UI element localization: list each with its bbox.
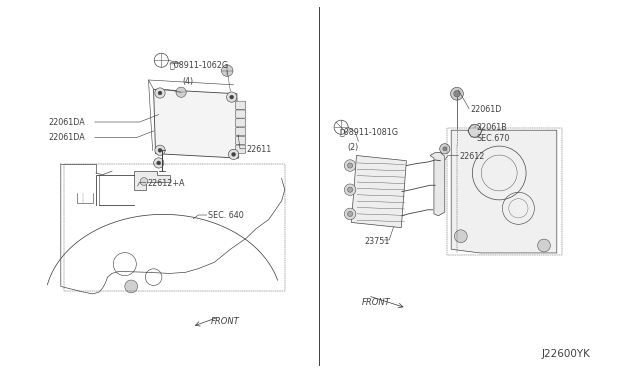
Ellipse shape [454,90,460,97]
Text: FRONT: FRONT [362,298,390,307]
Ellipse shape [454,230,467,243]
Text: 23751: 23751 [365,237,390,246]
FancyBboxPatch shape [236,110,246,118]
Text: 22061DA: 22061DA [48,118,84,126]
Ellipse shape [440,144,450,154]
Ellipse shape [538,239,550,252]
Ellipse shape [443,147,447,151]
Ellipse shape [344,184,356,195]
Ellipse shape [176,87,186,97]
FancyBboxPatch shape [236,136,246,144]
Text: SEC.670: SEC.670 [477,134,510,143]
Ellipse shape [348,211,353,217]
Text: SEC. 640: SEC. 640 [208,211,244,220]
Polygon shape [134,171,170,190]
Ellipse shape [157,161,161,165]
Text: 22612: 22612 [460,152,485,161]
Ellipse shape [227,92,237,102]
FancyBboxPatch shape [236,128,246,136]
Ellipse shape [451,87,463,100]
Ellipse shape [468,125,481,137]
Text: 22061D: 22061D [470,105,502,114]
Ellipse shape [348,163,353,168]
Ellipse shape [158,91,162,95]
Ellipse shape [154,158,164,168]
Polygon shape [351,155,406,228]
Ellipse shape [140,178,148,185]
FancyBboxPatch shape [236,119,246,127]
FancyBboxPatch shape [236,101,246,109]
Text: (2): (2) [348,143,359,152]
Polygon shape [430,153,445,216]
FancyBboxPatch shape [236,145,246,153]
Text: Ⓝ08911-1062G: Ⓝ08911-1062G [170,61,228,70]
Ellipse shape [232,153,236,156]
Ellipse shape [228,149,239,160]
Text: J22600YK: J22600YK [542,349,591,359]
Text: 22061DA: 22061DA [48,133,84,142]
Ellipse shape [348,187,353,192]
Text: 22061B: 22061B [477,123,508,132]
Text: 22612+A: 22612+A [147,179,185,187]
Ellipse shape [155,145,165,155]
Ellipse shape [221,65,233,76]
Text: FRONT: FRONT [211,317,240,326]
Ellipse shape [230,95,234,99]
Text: Ⓝ08911-1081G: Ⓝ08911-1081G [339,128,398,137]
Ellipse shape [344,160,356,171]
Ellipse shape [125,280,138,293]
Polygon shape [154,89,239,158]
Ellipse shape [158,148,162,152]
Ellipse shape [155,88,165,98]
Text: (4): (4) [182,77,193,86]
Text: 22611: 22611 [246,145,271,154]
Polygon shape [451,130,557,253]
Ellipse shape [344,208,356,219]
